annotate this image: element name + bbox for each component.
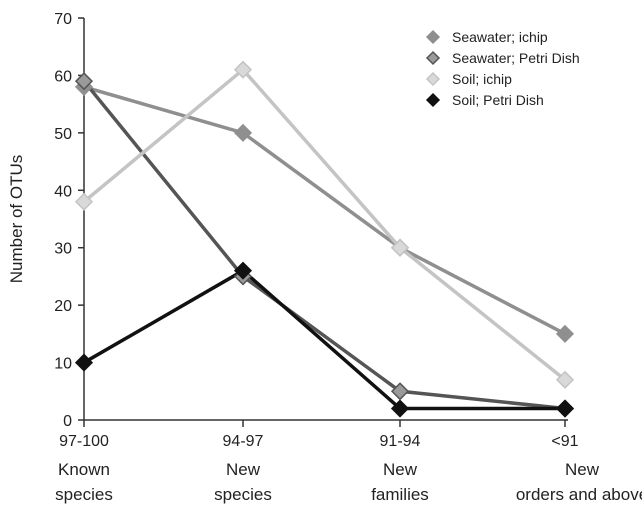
- y-tick-label: 70: [54, 11, 72, 28]
- x-tick-label: 97-100: [59, 433, 109, 450]
- y-tick-label: 10: [54, 356, 72, 373]
- legend-marker: [425, 71, 441, 87]
- legend-label: Soil; ichip: [452, 71, 512, 87]
- x-category-caption: families: [371, 485, 429, 504]
- y-ticks: 0 10 20 30 40 50 60 70: [54, 11, 84, 430]
- series-3-point: [390, 238, 410, 257]
- series-2-point: [74, 72, 94, 91]
- y-tick-label: 50: [54, 126, 72, 143]
- series-line-4: [83, 268, 565, 411]
- x-tick-label: <91: [551, 433, 578, 450]
- series-4-point: [233, 261, 253, 280]
- x-category-caption: Known: [58, 460, 110, 479]
- x-category-caption: New: [383, 460, 418, 479]
- series-lines: [82, 67, 567, 411]
- x-tick-label: 91-94: [380, 433, 421, 450]
- series-3-point: [555, 370, 575, 389]
- x-category-caption: New: [565, 460, 600, 479]
- y-axis-title: Number of OTUs: [7, 155, 26, 283]
- series-1-point: [233, 123, 253, 142]
- x-category-caption: New: [226, 460, 261, 479]
- x-ticks: 97-100 Known species 94-97 New species 91-94 Ne…: [55, 420, 642, 504]
- y-tick-label: 60: [54, 68, 72, 85]
- legend-marker: [425, 50, 441, 66]
- series-4-point: [74, 353, 94, 372]
- series-markers: [74, 60, 575, 418]
- legend-marker: [425, 92, 441, 108]
- x-category-caption: orders and above: [516, 485, 642, 504]
- y-tick-label: 30: [54, 241, 72, 258]
- legend-marker: [425, 29, 441, 45]
- series-line-3: [82, 67, 567, 382]
- series-3-point: [74, 192, 94, 211]
- series-4-point: [390, 399, 410, 418]
- y-tick-label: 20: [54, 298, 72, 315]
- x-tick-label: 94-97: [223, 433, 264, 450]
- legend-label: Soil; Petri Dish: [452, 92, 544, 108]
- x-category-caption: species: [214, 485, 272, 504]
- series-2-point: [390, 382, 410, 401]
- legend-label: Seawater; Petri Dish: [452, 50, 580, 66]
- x-category-caption: species: [55, 485, 113, 504]
- legend-label: Seawater; ichip: [452, 29, 548, 45]
- y-tick-label: 40: [54, 183, 72, 200]
- y-tick-label: 0: [63, 413, 72, 430]
- series-3-point: [233, 60, 253, 79]
- series-line-1: [83, 85, 566, 336]
- legend: Seawater; ichip Seawater; Petri Dish Soil;…: [425, 29, 580, 108]
- series-line-2: [82, 80, 566, 411]
- series-4-point: [555, 399, 575, 418]
- series-1-point: [555, 324, 575, 343]
